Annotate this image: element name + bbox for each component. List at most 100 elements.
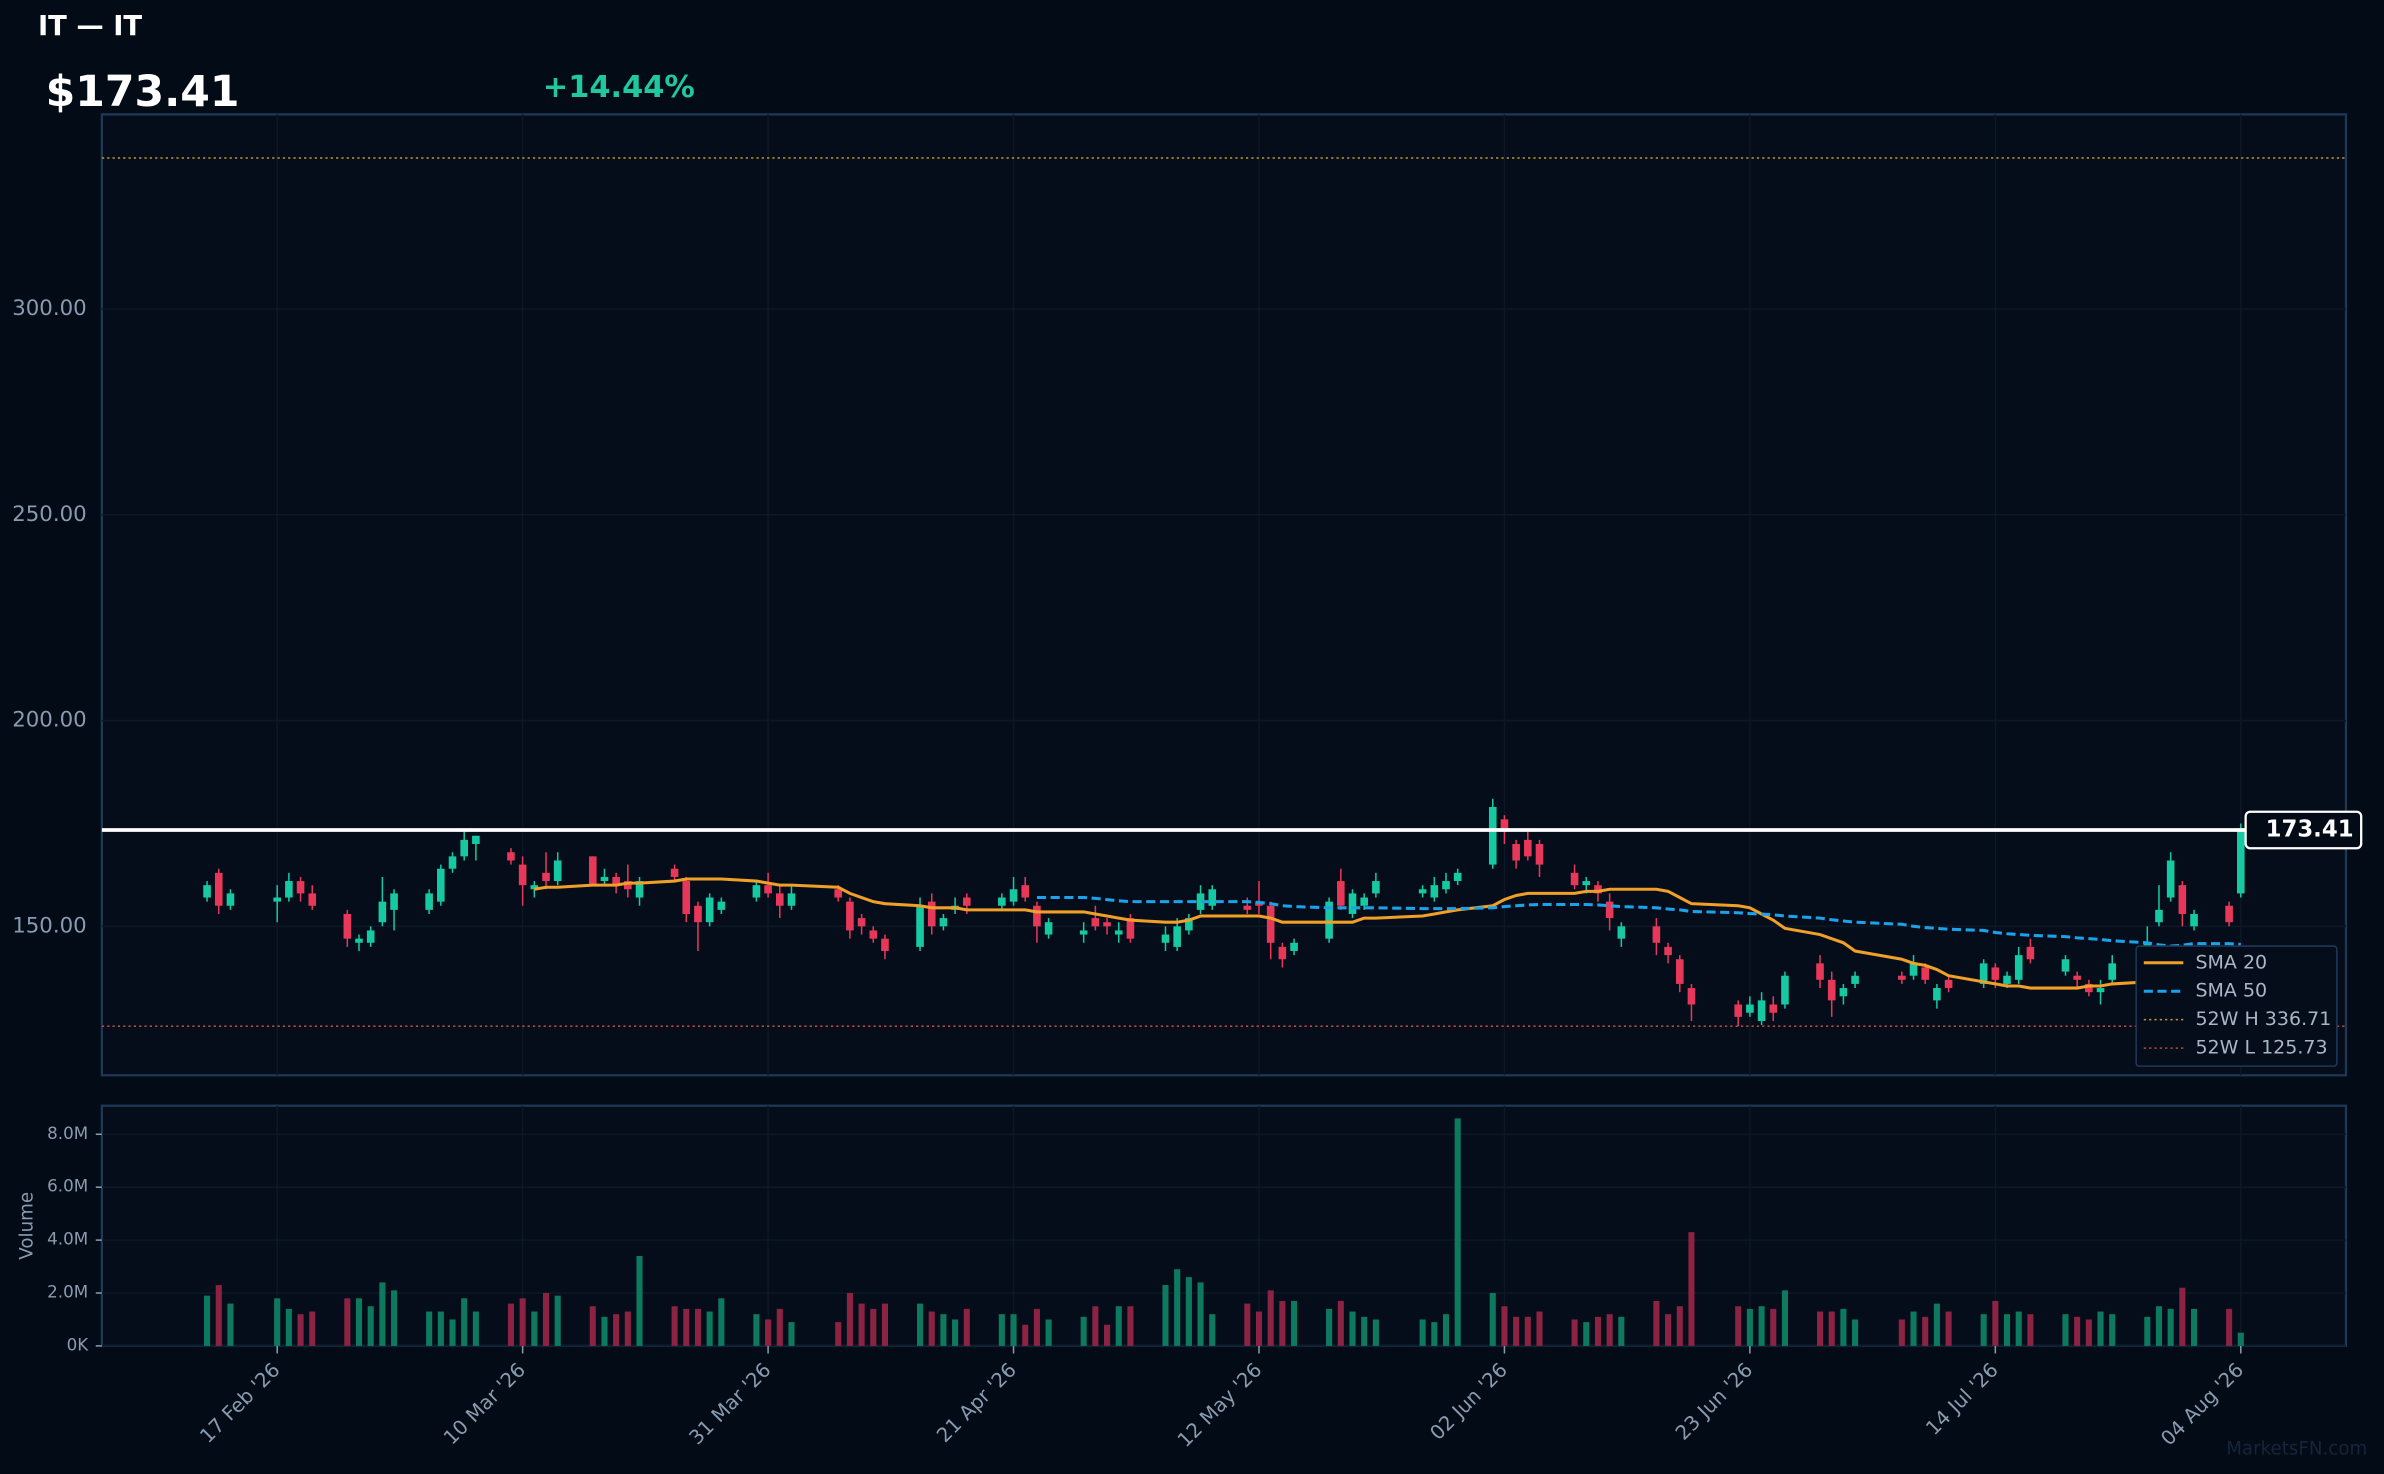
candle-body [437,868,445,902]
candle-body [612,876,620,886]
candle-body [1208,889,1217,906]
volume-bar [507,1303,514,1346]
legend-label: SMA 50 [2195,980,2267,1002]
volume-bar [2179,1287,2186,1346]
candle-body [1617,926,1626,939]
candle-body [600,876,609,882]
volume-bar [1536,1311,1543,1346]
volume-bar [1489,1293,1496,1346]
volume-bar [589,1306,596,1346]
candle-body [1033,905,1041,927]
volume-bar [1431,1322,1438,1346]
volume-bar [1770,1308,1777,1346]
candle-body [670,868,679,877]
volume-bar [1174,1269,1181,1346]
volume-bar [1653,1300,1660,1346]
candle-body [2155,909,2163,923]
volume-bar [1992,1300,1999,1346]
candle-body [1091,918,1100,927]
volume-bar [1022,1324,1029,1346]
volume-bar [1898,1319,1905,1346]
volume-bar [344,1298,351,1346]
legend-label: 52W L 125.73 [2195,1037,2327,1059]
candle-body [1278,946,1287,960]
watermark: MarketsFN.com [2226,1438,2367,1459]
volume-bar [1828,1311,1835,1346]
volume-bar [1454,1118,1461,1346]
candle-body [390,893,398,910]
candle-body [1337,881,1345,906]
candle-body [1921,967,1930,980]
volume-bar [1209,1314,1216,1346]
volume-bar [1372,1319,1379,1346]
y-tick-label: 200.00 [12,708,86,733]
volume-bar [765,1319,772,1346]
candle-body [1243,905,1252,910]
volume-bar [367,1306,374,1346]
volume-bar [846,1293,853,1346]
candle-body [1348,893,1357,914]
candle-body [1021,885,1030,898]
volume-bar [1349,1311,1356,1346]
candle-body [1675,959,1684,984]
y-tick-label: 250.00 [12,502,86,527]
volume-bar [1571,1319,1578,1346]
candle-body [378,901,387,923]
volume-bar [916,1303,924,1346]
candle-body [682,881,691,914]
candle-body [998,897,1006,906]
candle-body [1360,897,1368,906]
volume-bar [542,1293,550,1346]
candle-body [1500,819,1509,832]
volume-bar [1255,1311,1263,1346]
price-panel [100,113,2348,1077]
price-tag-label: 173.41 [2266,816,2354,842]
candle-body [1594,885,1602,894]
volume-bar [1746,1308,1753,1346]
volume-bar [601,1316,608,1346]
candle-body [1044,922,1053,935]
volume-bar [274,1298,281,1346]
candle-body [1605,901,1614,919]
volume-bar [1618,1316,1625,1346]
volume-bar [1852,1319,1859,1346]
volume-bar [940,1314,947,1346]
volume-bar [835,1322,842,1346]
candle-body [542,872,550,882]
volume-bar [1127,1306,1134,1346]
candle-body [2178,885,2187,914]
candle-body [1079,930,1088,935]
candle-body [530,885,539,890]
volume-bar [1326,1308,1333,1346]
volume-bar [1594,1316,1601,1346]
volume-bar [636,1255,643,1346]
volume-bar [2074,1316,2081,1346]
candle-body [1114,930,1123,935]
candle-body [1570,872,1579,886]
sma-line [534,877,2242,990]
candle-body [1827,979,1836,1001]
candle-body [962,897,971,906]
volume-bar [788,1322,795,1346]
volume-bar [449,1319,456,1346]
volume-tick-label: 8.0M [47,1123,88,1143]
candle-body [1535,844,1544,865]
candle-body [1442,881,1450,890]
volume-bar [1606,1314,1613,1346]
volume-bar [379,1282,386,1346]
volume-bar [1665,1314,1672,1346]
candle-body [869,930,878,939]
volume-bar [1419,1319,1426,1346]
candle-body [308,893,317,906]
candle-body [1664,946,1672,956]
candle-body [226,893,235,906]
candle-body [553,860,562,882]
candle-body [366,930,375,943]
candle-body [1933,988,1941,1001]
candle-body [343,913,352,939]
volume-panel [100,1104,2348,1348]
candle-body [214,872,223,906]
volume-bar [2003,1314,2011,1346]
candle-body [2085,983,2093,993]
